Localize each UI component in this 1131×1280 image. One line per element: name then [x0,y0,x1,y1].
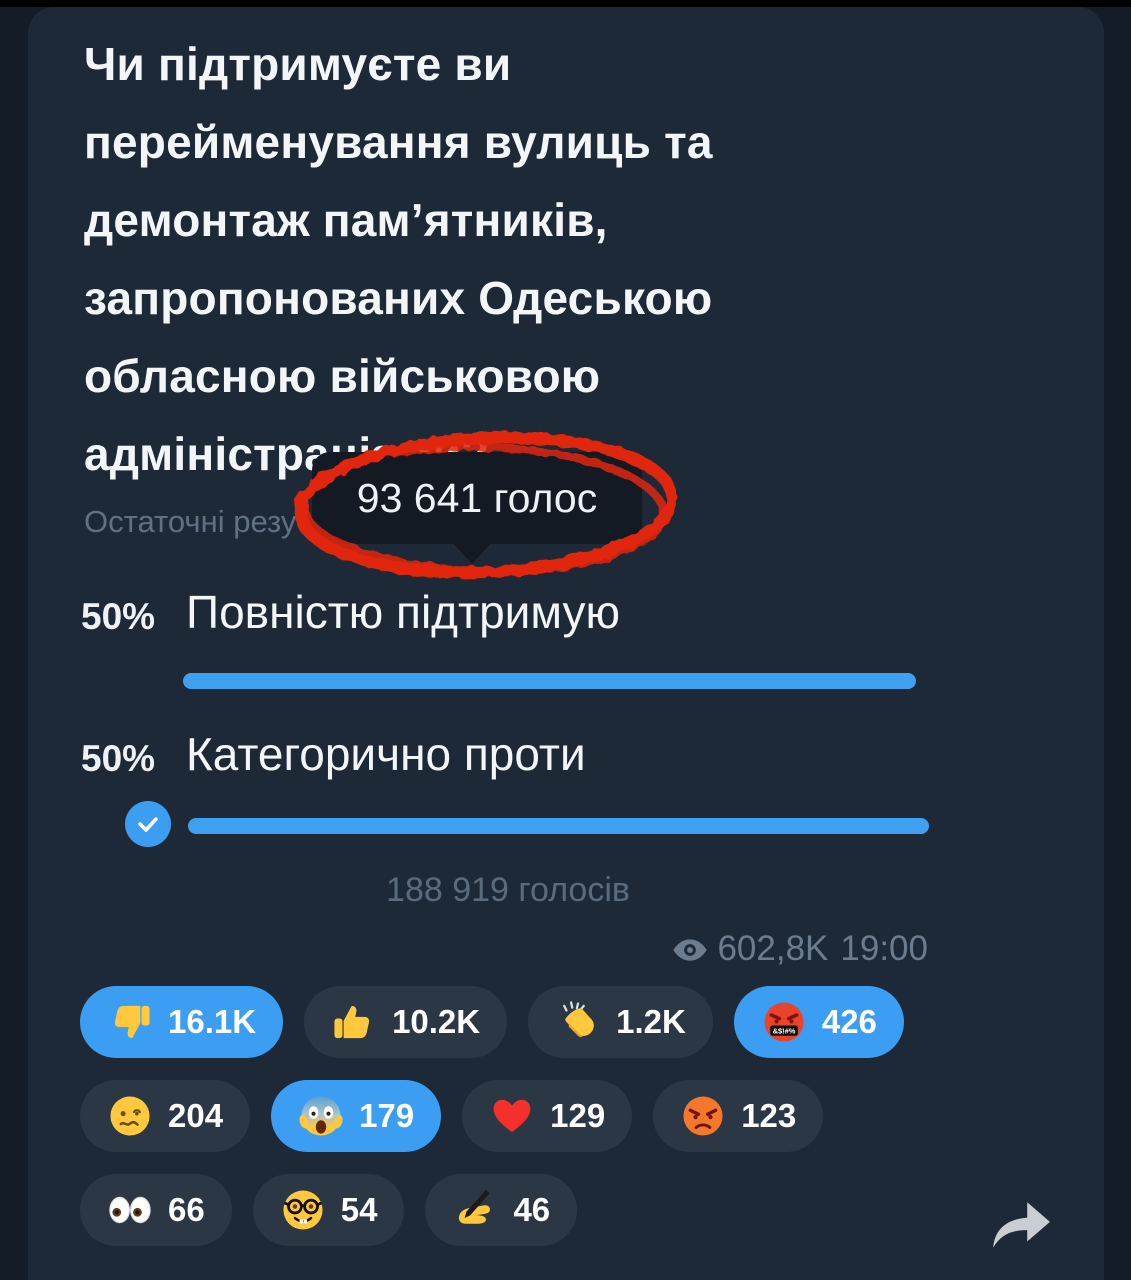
reaction-red-heart[interactable]: 129 [462,1080,633,1152]
reaction-count: 1.2K [616,1003,686,1040]
reactions-row-1: 16.1K 10.2K 1.2K &$!#% 426 [80,986,904,1058]
question-line: перейменування вулиць та [84,116,713,168]
cursing-face-emoji-icon: &$!#% [761,999,807,1045]
message-bubble: Чи підтримуєте ви перейменування вулиць т… [28,7,1104,1280]
clap-emoji-icon [555,999,601,1045]
tooltip-tail [452,542,492,564]
question-line: Чи підтримуєте ви [84,38,512,90]
reaction-eyes[interactable]: 66 [80,1174,232,1246]
eye-icon [673,939,708,961]
red-heart-emoji-icon [489,1093,535,1139]
reaction-count: 54 [340,1191,378,1228]
thumbs-down-emoji-icon [107,999,153,1045]
total-votes: 188 919 голосів [386,871,630,909]
reaction-count: 123 [741,1097,797,1134]
message-meta: 602,8K 19:00 [528,929,928,969]
reaction-cursing-face[interactable]: &$!#% 426 [733,986,904,1058]
reaction-count: 204 [168,1097,224,1134]
reaction-thumbs-up[interactable]: 10.2K [304,986,508,1058]
option-1-percent: 50% [81,596,156,637]
option-1-label: Повністю підтримую [186,586,621,638]
reaction-woozy-face[interactable]: 204 [80,1080,251,1152]
option-2-percent: 50% [81,738,156,779]
reaction-clap[interactable]: 1.2K [528,986,713,1058]
votes-tooltip: 93 641 голос [312,452,642,564]
poll-question: Чи підтримуєте ви перейменування вулиць т… [84,25,944,493]
view-count: 602,8K [717,929,829,968]
screen-top-strip [0,0,1131,7]
timestamp: 19:00 [840,929,928,968]
question-line: запропонованих Одеською [84,272,713,324]
reaction-count: 46 [513,1191,551,1228]
scream-face-emoji-icon [298,1093,344,1139]
reaction-thumbs-down[interactable]: 16.1K [80,986,284,1058]
option-2-label: Категорично проти [186,728,586,780]
thumbs-up-emoji-icon [331,999,377,1045]
eyes-emoji-icon [107,1187,153,1233]
reaction-angry-face[interactable]: 123 [653,1080,824,1152]
reaction-count: 129 [550,1097,606,1134]
reaction-count: 179 [359,1097,415,1134]
question-line: демонтаж пам’ятників, [84,194,608,246]
reaction-count: 16.1K [168,1003,257,1040]
reactions-row-3: 66 54 46 [80,1174,578,1246]
angry-face-emoji-icon [680,1093,726,1139]
forward-arrow-icon [993,1202,1050,1248]
nerd-face-emoji-icon [280,1187,326,1233]
question-line: обласною військовою [84,350,601,402]
share-button[interactable] [988,1197,1052,1255]
reactions-row-2: 204 179 129 123 [80,1080,824,1152]
svg-text:&$!#%: &$!#% [772,1027,795,1036]
reaction-count: 426 [821,1003,877,1040]
woozy-face-emoji-icon [107,1093,153,1139]
poll-results-label: Остаточні резу [84,504,297,539]
option-2-progress-bar [188,818,929,834]
option-1-progress-bar [183,673,916,689]
tooltip-votes-text: 93 641 голос [356,474,598,521]
writing-hand-emoji-icon [452,1187,498,1233]
reaction-nerd-face[interactable]: 54 [252,1174,405,1246]
reaction-count: 10.2K [392,1003,481,1040]
reaction-writing-hand[interactable]: 46 [425,1174,578,1246]
vote-checkmark-icon [125,801,171,847]
reaction-count: 66 [168,1191,205,1228]
reaction-scream-face[interactable]: 179 [271,1080,442,1152]
